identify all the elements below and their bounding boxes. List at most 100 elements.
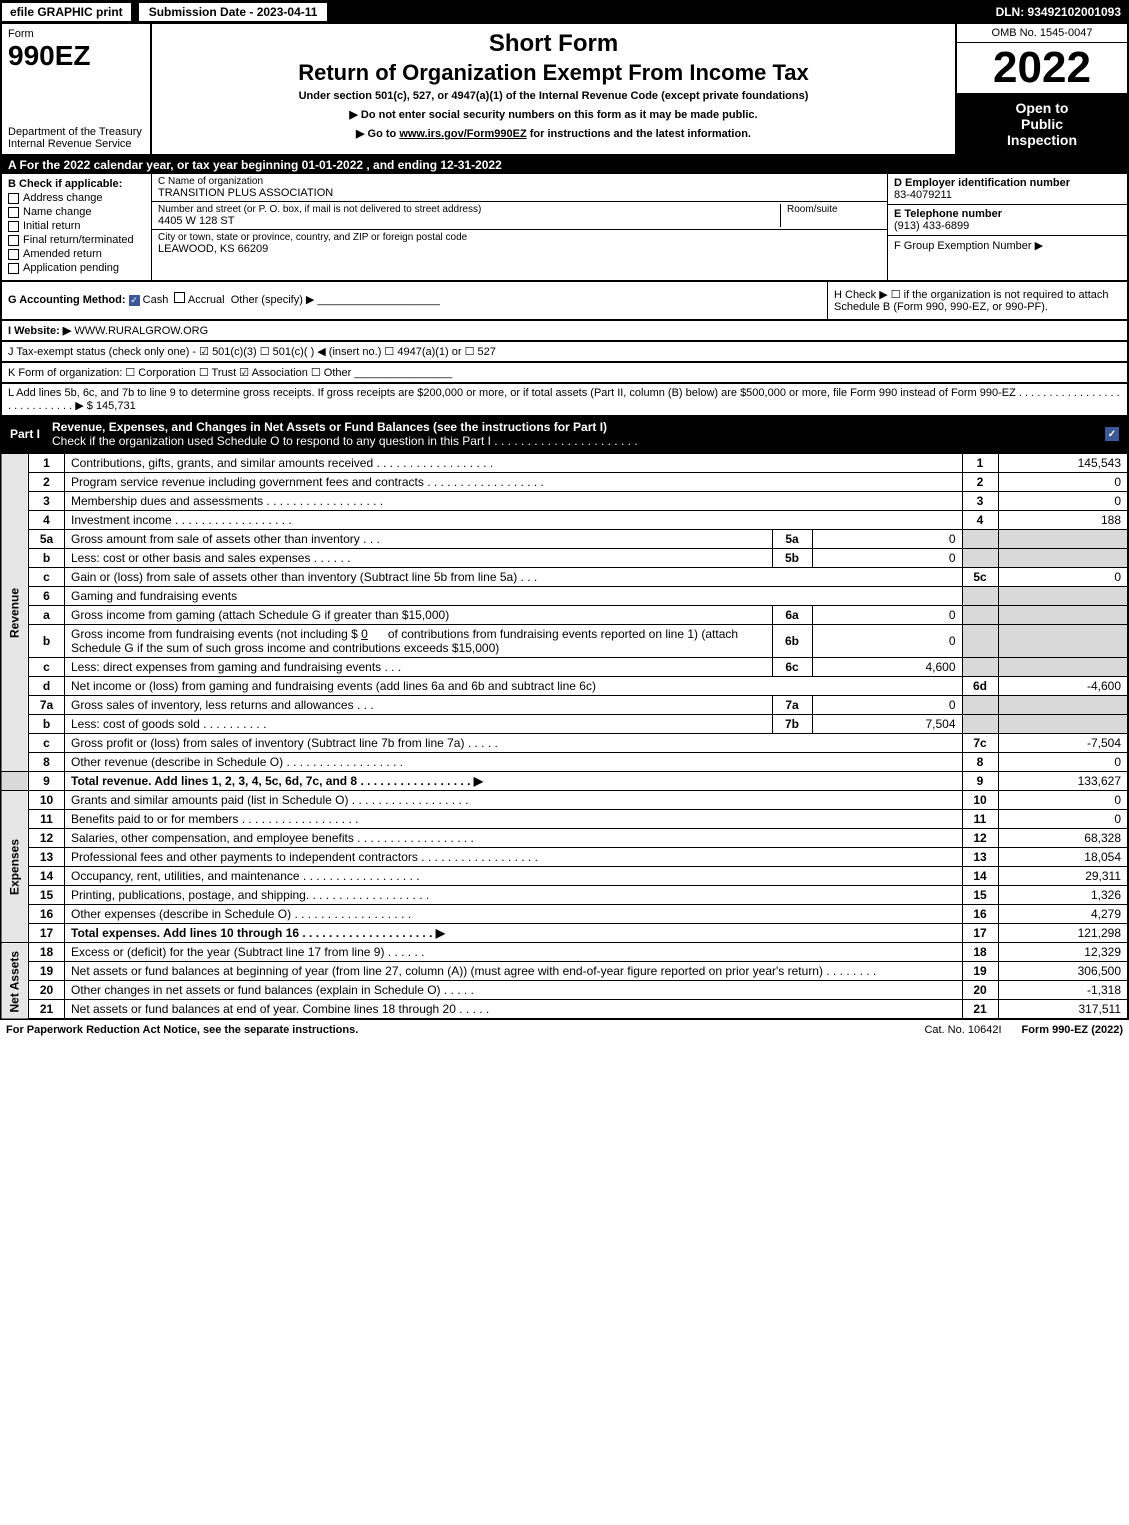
c-name-label: C Name of organization xyxy=(158,176,881,187)
side-label-expenses: Expenses xyxy=(1,791,29,943)
section-k: K Form of organization: ☐ Corporation ☐ … xyxy=(0,363,1129,384)
section-b-label: B Check if applicable: xyxy=(8,178,145,190)
line-13-value: 18,054 xyxy=(998,848,1128,867)
section-i: I Website: ▶ WWW.RURALGROW.ORG xyxy=(0,321,1129,342)
section-c: C Name of organization TRANSITION PLUS A… xyxy=(152,174,887,280)
section-def: D Employer identification number 83-4079… xyxy=(887,174,1127,280)
chk-app-pending[interactable]: Application pending xyxy=(8,262,145,274)
line-7b-value: 7,504 xyxy=(812,715,962,734)
chk-amended-return[interactable]: Amended return xyxy=(8,248,145,260)
line-2-value: 0 xyxy=(998,473,1128,492)
header-left: Form 990EZ Department of the Treasury In… xyxy=(2,24,152,154)
footer-form-id: Form 990-EZ (2022) xyxy=(1022,1024,1123,1036)
section-h: H Check ▶ ☐ if the organization is not r… xyxy=(827,282,1127,319)
omb-number: OMB No. 1545-0047 xyxy=(957,24,1127,43)
i-label: I Website: ▶ xyxy=(8,325,71,337)
header-right: OMB No. 1545-0047 2022 Open to Public In… xyxy=(957,24,1127,154)
line-10-value: 0 xyxy=(998,791,1128,810)
line-7a-value: 0 xyxy=(812,696,962,715)
d-ein-label: D Employer identification number xyxy=(894,177,1121,189)
form-header: Form 990EZ Department of the Treasury In… xyxy=(0,24,1129,156)
c-city-label: City or town, state or province, country… xyxy=(158,232,881,243)
section-g-h: G Accounting Method: ✓ Cash Accrual Othe… xyxy=(0,282,1129,321)
line-6a-value: 0 xyxy=(812,606,962,625)
title-short-form: Short Form xyxy=(162,30,945,58)
section-b: B Check if applicable: Address change Na… xyxy=(2,174,152,280)
line-18-value: 12,329 xyxy=(998,943,1128,962)
h-text: H Check ▶ ☐ if the organization is not r… xyxy=(834,288,1121,313)
line-14-value: 29,311 xyxy=(998,867,1128,886)
chk-final-return[interactable]: Final return/terminated xyxy=(8,234,145,246)
side-label-net-assets: Net Assets xyxy=(1,943,29,1020)
section-l: L Add lines 5b, 6c, and 7b to line 9 to … xyxy=(0,384,1129,417)
footer-paperwork: For Paperwork Reduction Act Notice, see … xyxy=(6,1024,904,1036)
line-5a-value: 0 xyxy=(812,530,962,549)
irs-link[interactable]: www.irs.gov/Form990EZ xyxy=(399,128,526,140)
footer-catalog: Cat. No. 10642I xyxy=(904,1024,1021,1036)
header-center: Short Form Return of Organization Exempt… xyxy=(152,24,957,154)
title-return: Return of Organization Exempt From Incom… xyxy=(162,60,945,86)
part-i-title: Revenue, Expenses, and Changes in Net As… xyxy=(52,420,607,434)
check-accrual[interactable] xyxy=(174,292,185,303)
f-group-exemption: F Group Exemption Number ▶ xyxy=(894,239,1121,252)
line-6c-value: 4,600 xyxy=(812,658,962,677)
page-footer: For Paperwork Reduction Act Notice, see … xyxy=(0,1020,1129,1040)
line-20-value: -1,318 xyxy=(998,981,1128,1000)
top-bar: efile GRAPHIC print Submission Date - 20… xyxy=(0,0,1129,24)
d-ein-value: 83-4079211 xyxy=(894,189,1121,201)
c-addr-value: 4405 W 128 ST xyxy=(158,215,774,227)
instr-goto: ▶ Go to www.irs.gov/Form990EZ for instru… xyxy=(162,127,945,140)
tax-year: 2022 xyxy=(957,43,1127,94)
part-i-label: Part I xyxy=(10,427,52,441)
info-block: B Check if applicable: Address change Na… xyxy=(0,174,1129,282)
form-number: 990EZ xyxy=(8,40,144,72)
efile-print-label[interactable]: efile GRAPHIC print xyxy=(0,1,133,23)
c-addr-label: Number and street (or P. O. box, if mail… xyxy=(158,204,774,215)
chk-addr-change[interactable]: Address change xyxy=(8,192,145,204)
instr-no-ssn: ▶ Do not enter social security numbers o… xyxy=(162,108,945,121)
line-16-value: 4,279 xyxy=(998,905,1128,924)
line-5b-value: 0 xyxy=(812,549,962,568)
line-6b-value: 0 xyxy=(812,625,962,658)
line-7c-value: -7,504 xyxy=(998,734,1128,753)
form-label: Form xyxy=(8,28,144,40)
row-a-tax-year: A For the 2022 calendar year, or tax yea… xyxy=(0,156,1129,174)
k-text: K Form of organization: ☐ Corporation ☐ … xyxy=(8,367,351,379)
part-i-subtitle: Check if the organization used Schedule … xyxy=(52,434,638,448)
line-4-value: 188 xyxy=(998,511,1128,530)
c-room-label: Room/suite xyxy=(787,204,881,215)
e-phone-value: (913) 433-6899 xyxy=(894,220,1121,232)
open-to-public: Open to Public Inspection xyxy=(957,94,1127,154)
dln: DLN: 93492102001093 xyxy=(996,5,1129,19)
line-11-value: 0 xyxy=(998,810,1128,829)
section-g: G Accounting Method: ✓ Cash Accrual Othe… xyxy=(2,282,827,319)
chk-name-change[interactable]: Name change xyxy=(8,206,145,218)
part-i-check[interactable]: ✓ xyxy=(1105,427,1119,441)
e-phone-label: E Telephone number xyxy=(894,208,1121,220)
i-website: WWW.RURALGROW.ORG xyxy=(74,325,208,337)
line-1-value: 145,543 xyxy=(998,454,1128,473)
l-value: 145,731 xyxy=(96,400,136,412)
dept-treasury: Department of the Treasury Internal Reve… xyxy=(8,126,144,150)
line-12-value: 68,328 xyxy=(998,829,1128,848)
check-cash[interactable]: ✓ xyxy=(129,295,140,306)
line-17-value: 121,298 xyxy=(998,924,1128,943)
financial-table: Revenue 1 Contributions, gifts, grants, … xyxy=(0,453,1129,1020)
submission-date: Submission Date - 2023-04-11 xyxy=(137,1,330,23)
line-6d-value: -4,600 xyxy=(998,677,1128,696)
title-subtitle: Under section 501(c), 527, or 4947(a)(1)… xyxy=(162,90,945,102)
line-9-value: 133,627 xyxy=(998,772,1128,791)
side-label-revenue: Revenue xyxy=(1,454,29,772)
j-text: J Tax-exempt status (check only one) - ☑… xyxy=(8,346,496,358)
c-city-value: LEAWOOD, KS 66209 xyxy=(158,243,881,255)
line-8-value: 0 xyxy=(998,753,1128,772)
section-j: J Tax-exempt status (check only one) - ☑… xyxy=(0,342,1129,363)
line-5c-value: 0 xyxy=(998,568,1128,587)
line-15-value: 1,326 xyxy=(998,886,1128,905)
line-3-value: 0 xyxy=(998,492,1128,511)
part-i-header: Part I Revenue, Expenses, and Changes in… xyxy=(0,417,1129,453)
l-text: L Add lines 5b, 6c, and 7b to line 9 to … xyxy=(8,387,1120,412)
chk-initial-return[interactable]: Initial return xyxy=(8,220,145,232)
line-19-value: 306,500 xyxy=(998,962,1128,981)
c-name-value: TRANSITION PLUS ASSOCIATION xyxy=(158,187,881,199)
